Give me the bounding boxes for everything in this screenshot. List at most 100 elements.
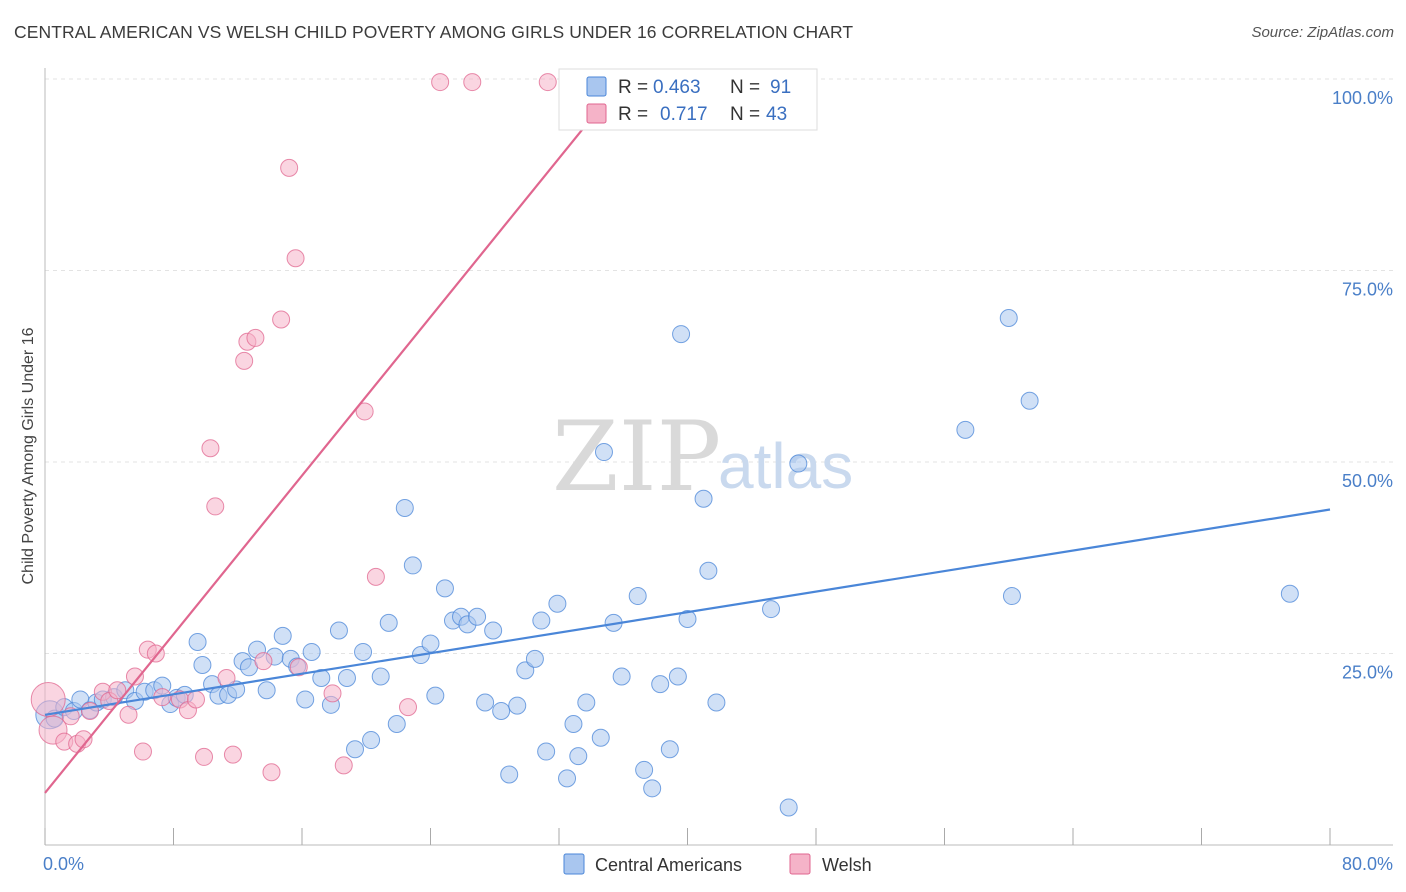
legend-n-value-2: 43 (766, 104, 787, 125)
y-tick-label-3: 100.0% (1332, 88, 1393, 108)
point-series-1-24 (235, 351, 254, 370)
point-series-0-31 (296, 690, 315, 709)
point-series-0-63 (558, 769, 577, 788)
point-series-0-77 (672, 325, 691, 344)
bottom-legend-label-central-americans: Central Americans (595, 855, 742, 875)
point-series-0-72 (635, 760, 654, 779)
point-series-1-27 (254, 652, 273, 671)
point-series-0-74 (651, 675, 670, 694)
legend-n-label-2: N = (730, 104, 760, 125)
point-series-0-43 (395, 498, 414, 517)
point-series-0-88 (1020, 391, 1039, 410)
legend-swatch-central-americans (586, 76, 607, 97)
bottom-legend-label-welsh: Welsh (822, 855, 872, 875)
series-legend: Central Americans Welsh (563, 853, 872, 875)
point-series-0-82 (762, 600, 781, 619)
point-series-0-44 (403, 556, 422, 575)
point-series-1-30 (280, 158, 299, 177)
point-series-1-32 (289, 658, 308, 677)
legend-r-value-2: 0.717 (660, 104, 708, 125)
point-series-0-42 (387, 714, 406, 733)
point-series-0-48 (435, 579, 454, 598)
point-series-0-81 (707, 693, 726, 712)
point-series-1-6 (80, 701, 99, 720)
point-series-0-59 (525, 649, 544, 668)
point-series-0-87 (1002, 587, 1021, 606)
trendlines (44, 78, 1331, 794)
point-series-0-84 (789, 454, 808, 473)
point-series-0-57 (508, 696, 527, 715)
y-tick-label-1: 50.0% (1342, 471, 1393, 491)
point-series-0-37 (346, 740, 365, 759)
point-series-1-26 (246, 328, 265, 347)
point-series-1-31 (286, 249, 305, 268)
point-series-0-78 (678, 610, 697, 629)
point-series-0-28 (273, 626, 292, 645)
legend-r-label-2: R = (618, 104, 648, 125)
point-series-0-52 (468, 607, 487, 626)
point-series-0-71 (628, 587, 647, 606)
point-series-1-23 (223, 745, 242, 764)
point-series-1-36 (366, 567, 385, 586)
trendline-series-0 (44, 508, 1331, 716)
stats-legend: R = 0.463 N = 91 R = 0.717 N = 43 (558, 68, 818, 131)
point-series-1-38 (431, 73, 450, 92)
point-series-0-79 (694, 489, 713, 508)
x-tick-label-0: 0.0% (43, 854, 84, 874)
point-series-0-58 (516, 661, 535, 680)
x-tick-labels: 0.0% 80.0% (43, 854, 1393, 874)
point-series-1-9 (108, 681, 127, 700)
point-series-1-29 (272, 310, 291, 329)
point-series-1-39 (463, 73, 482, 92)
point-series-0-89 (1280, 584, 1299, 603)
point-series-0-68 (594, 443, 613, 462)
point-series-0-47 (426, 686, 445, 705)
y-axis-label: Child Poverty Among Girls Under 16 (20, 327, 37, 584)
legend-r-label-1: R = (618, 77, 648, 98)
point-series-0-80 (699, 561, 718, 580)
point-series-0-32 (302, 642, 321, 661)
point-series-0-39 (362, 731, 381, 750)
watermark-zip: ZIP (552, 401, 721, 513)
point-series-0-83 (779, 798, 798, 817)
point-series-1-33 (323, 684, 342, 703)
y-tick-label-2: 75.0% (1342, 280, 1393, 300)
point-series-0-86 (999, 308, 1018, 327)
point-series-0-73 (643, 779, 662, 798)
point-series-0-26 (257, 681, 276, 700)
chart-title: CENTRAL AMERICAN VS WELSH CHILD POVERTY … (14, 22, 854, 42)
legend-n-value-1: 91 (770, 77, 791, 98)
point-series-0-40 (371, 667, 390, 686)
y-tick-label-0: 25.0% (1342, 663, 1393, 683)
series-points (30, 73, 1299, 817)
point-series-1-21 (206, 497, 225, 516)
legend-swatch-welsh (586, 103, 607, 124)
point-series-0-46 (421, 634, 440, 653)
legend-n-label-1: N = (730, 77, 760, 98)
point-series-0-54 (484, 621, 503, 640)
point-series-0-75 (660, 740, 679, 759)
point-series-0-38 (354, 642, 373, 661)
point-series-1-40 (538, 73, 557, 92)
point-series-1-5 (74, 730, 93, 749)
point-series-1-19 (195, 747, 214, 766)
point-series-0-66 (577, 693, 596, 712)
point-series-0-70 (612, 667, 631, 686)
point-series-1-11 (125, 667, 144, 686)
point-series-0-60 (532, 611, 551, 630)
point-series-1-10 (119, 705, 138, 724)
point-series-0-76 (668, 667, 687, 686)
point-series-0-67 (591, 728, 610, 747)
series-0-points (35, 308, 1299, 817)
point-series-0-56 (500, 765, 519, 784)
point-series-0-85 (956, 420, 975, 439)
bottom-legend-swatch-welsh (789, 853, 811, 875)
point-series-1-28 (262, 763, 281, 782)
x-tick-label-1: 80.0% (1342, 854, 1393, 874)
point-series-1-12 (133, 742, 152, 761)
trendline-series-1 (44, 78, 625, 794)
point-series-0-41 (379, 613, 398, 632)
legend-r-value-1: 0.463 (653, 77, 701, 98)
point-series-0-65 (569, 747, 588, 766)
